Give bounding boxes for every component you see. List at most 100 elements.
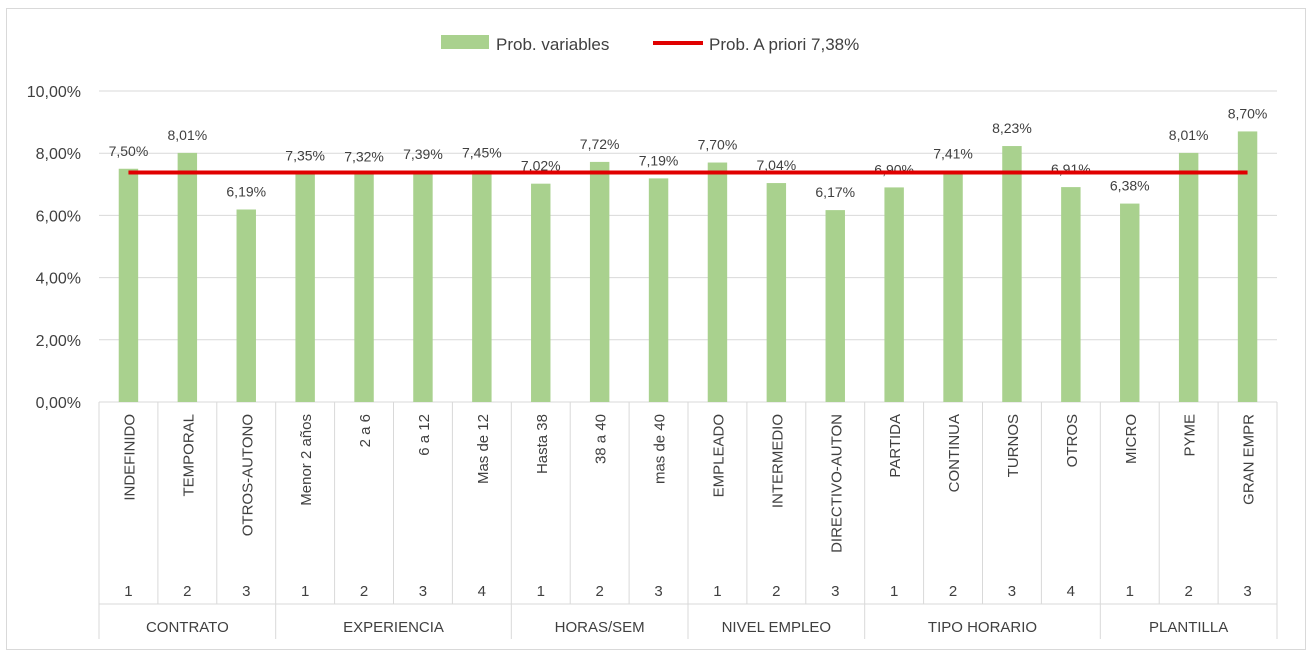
gridlines bbox=[99, 90, 1277, 403]
category-label: Hasta 38 bbox=[534, 414, 551, 474]
data-label: 6,17% bbox=[815, 184, 855, 200]
category-label: 2 a 6 bbox=[357, 414, 374, 447]
bar bbox=[825, 210, 845, 402]
bar bbox=[1120, 203, 1140, 402]
category-label: DIRECTIVO-AUTON bbox=[828, 414, 845, 553]
data-label: 6,91% bbox=[1051, 161, 1091, 177]
category-number: 3 bbox=[419, 583, 427, 600]
bar bbox=[648, 178, 669, 402]
data-label: 7,41% bbox=[933, 146, 973, 162]
data-label: 7,39% bbox=[403, 146, 443, 162]
category-label: MICRO bbox=[1123, 414, 1140, 464]
bar bbox=[1237, 131, 1258, 402]
category-label: PARTIDA bbox=[887, 414, 904, 478]
bar bbox=[354, 174, 374, 402]
category-number: 1 bbox=[1126, 583, 1134, 600]
category-label: INTERMEDIO bbox=[769, 414, 786, 508]
group-label: HORAS/SEM bbox=[555, 619, 645, 636]
category-number: 3 bbox=[654, 583, 662, 600]
category-number: 2 bbox=[183, 583, 191, 600]
y-tick-label: 4,00% bbox=[36, 271, 81, 288]
y-tick-label: 0,00% bbox=[36, 395, 81, 412]
category-number: 1 bbox=[537, 583, 545, 600]
data-label: 7,02% bbox=[521, 158, 561, 174]
data-label: 7,72% bbox=[580, 136, 620, 152]
category-label: TEMPORAL bbox=[180, 414, 197, 497]
legend-bar-label: Prob. variables bbox=[496, 35, 609, 54]
category-label: EMPLEADO bbox=[710, 414, 727, 497]
bar bbox=[295, 173, 315, 402]
bar bbox=[943, 171, 963, 402]
y-tick-label: 6,00% bbox=[36, 208, 81, 225]
legend: Prob. variables Prob. A priori 7,38% bbox=[441, 35, 859, 54]
category-label: PYME bbox=[1182, 414, 1199, 457]
legend-bar-swatch bbox=[441, 35, 489, 49]
group-label: PLANTILLA bbox=[1149, 619, 1228, 636]
data-label: 8,23% bbox=[992, 120, 1032, 136]
category-number: 1 bbox=[124, 583, 132, 600]
bar bbox=[707, 162, 728, 402]
category-number: 2 bbox=[1184, 583, 1192, 600]
category-number: 2 bbox=[360, 583, 368, 600]
data-label: 7,19% bbox=[639, 152, 679, 168]
category-label: Menor 2 años bbox=[298, 414, 315, 506]
category-number: 1 bbox=[301, 583, 309, 600]
data-label: 8,01% bbox=[1169, 127, 1209, 143]
category-number: 1 bbox=[713, 583, 721, 600]
y-axis-tick-labels: 0,00% 2,00% 4,00% 6,00% 8,00% 10,00% bbox=[27, 84, 81, 412]
bar bbox=[413, 172, 433, 402]
bar bbox=[236, 209, 256, 402]
bar bbox=[118, 168, 139, 402]
chart-container: Prob. variables Prob. A priori 7,38% 0,0… bbox=[6, 8, 1306, 650]
y-tick-label: 2,00% bbox=[36, 333, 81, 350]
legend-line-label: Prob. A priori 7,38% bbox=[709, 35, 859, 54]
category-number: 3 bbox=[242, 583, 250, 600]
data-label: 7,45% bbox=[462, 144, 502, 160]
bar bbox=[884, 187, 904, 402]
category-number: 3 bbox=[1243, 583, 1251, 600]
y-tick-label: 10,00% bbox=[27, 84, 81, 101]
category-label: TURNOS bbox=[1005, 414, 1022, 477]
category-number: 1 bbox=[890, 583, 898, 600]
bar bbox=[177, 152, 198, 402]
category-number: 3 bbox=[831, 583, 839, 600]
bar-chart: Prob. variables Prob. A priori 7,38% 0,0… bbox=[27, 35, 1278, 639]
category-label: OTROS-AUTONO bbox=[239, 414, 256, 536]
group-label: TIPO HORARIO bbox=[928, 619, 1037, 636]
bar bbox=[472, 170, 492, 402]
data-label: 6,19% bbox=[226, 183, 266, 199]
bar bbox=[589, 161, 610, 402]
bar bbox=[531, 183, 551, 402]
data-label: 7,50% bbox=[109, 143, 149, 159]
bar bbox=[1002, 146, 1022, 402]
category-axis: INDEFINIDO 1 TEMPORAL 2 OTROS-AUTONO 3 Menor 2… bbox=[98, 402, 1278, 639]
category-label: INDEFINIDO bbox=[121, 414, 138, 501]
bar bbox=[1061, 187, 1081, 402]
category-number: 2 bbox=[772, 583, 780, 600]
category-label: mas de 40 bbox=[652, 414, 669, 484]
category-number: 2 bbox=[595, 583, 603, 600]
data-label: 7,35% bbox=[285, 147, 325, 163]
category-label: GRAN EMPR bbox=[1241, 414, 1258, 505]
data-label: 8,70% bbox=[1228, 105, 1268, 121]
category-label: 38 a 40 bbox=[593, 414, 610, 464]
bar bbox=[1178, 152, 1199, 402]
y-tick-label: 8,00% bbox=[36, 146, 81, 163]
data-label: 7,04% bbox=[756, 157, 796, 173]
group-label: NIVEL EMPLEO bbox=[722, 619, 831, 636]
category-number: 4 bbox=[1067, 583, 1075, 600]
category-label: 6 a 12 bbox=[416, 414, 433, 456]
category-label: OTROS bbox=[1064, 414, 1081, 467]
data-label: 6,38% bbox=[1110, 178, 1150, 194]
data-label: 7,70% bbox=[698, 137, 738, 153]
group-label: EXPERIENCIA bbox=[343, 619, 444, 636]
data-label: 7,32% bbox=[344, 148, 384, 164]
data-label: 8,01% bbox=[167, 127, 207, 143]
category-number: 2 bbox=[949, 583, 957, 600]
category-label: CONTINUA bbox=[946, 414, 963, 492]
data-label: 6,90% bbox=[874, 161, 914, 177]
category-label: Mas de 12 bbox=[475, 414, 492, 484]
group-label: CONTRATO bbox=[146, 619, 229, 636]
bars bbox=[118, 131, 1258, 402]
category-number: 3 bbox=[1008, 583, 1016, 600]
